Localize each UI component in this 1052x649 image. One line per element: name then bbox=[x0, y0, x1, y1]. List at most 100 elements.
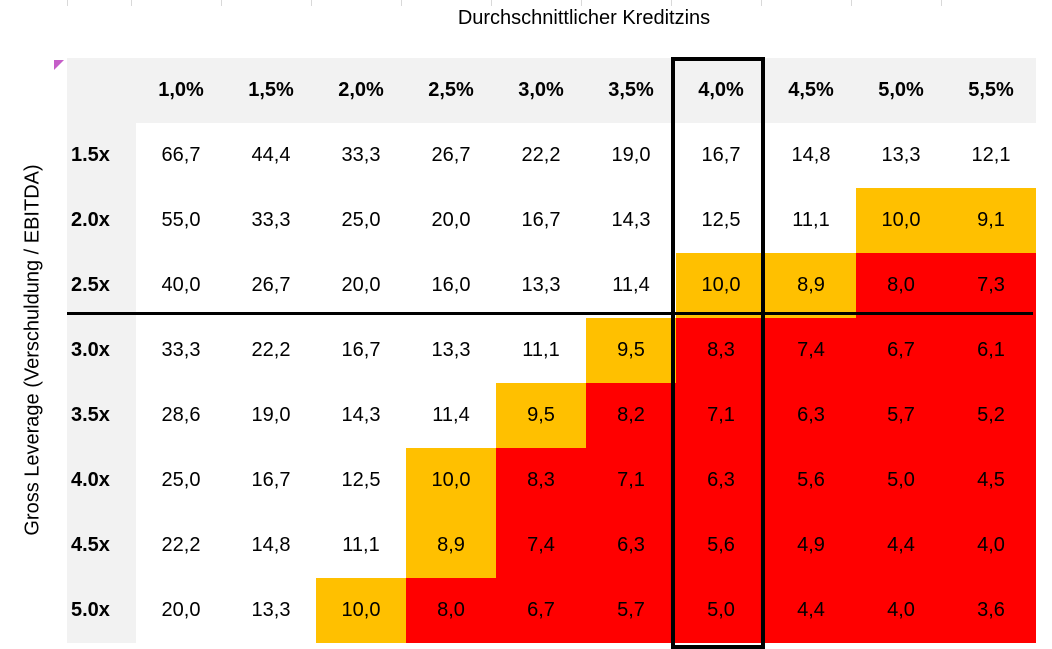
table-cell[interactable]: 28,6 bbox=[136, 383, 226, 448]
table-cell[interactable]: 7,3 bbox=[946, 253, 1036, 318]
table-cell[interactable]: 6,7 bbox=[496, 578, 586, 643]
table-cell[interactable]: 10,0 bbox=[406, 448, 496, 513]
table-cell[interactable]: 9,1 bbox=[946, 188, 1036, 253]
table-cell[interactable]: 11,4 bbox=[586, 253, 676, 318]
table-cell[interactable]: 4,0 bbox=[856, 578, 946, 643]
row-header[interactable]: 3.0x bbox=[67, 318, 136, 383]
table-cell[interactable]: 8,9 bbox=[406, 513, 496, 578]
table-cell[interactable]: 19,0 bbox=[586, 123, 676, 188]
table-cell[interactable]: 6,3 bbox=[586, 513, 676, 578]
table-cell[interactable]: 14,8 bbox=[766, 123, 856, 188]
table-cell[interactable]: 3,6 bbox=[946, 578, 1036, 643]
table-cell[interactable]: 7,1 bbox=[586, 448, 676, 513]
table-cell[interactable]: 44,4 bbox=[226, 123, 316, 188]
row-header[interactable]: 2.0x bbox=[67, 188, 136, 253]
column-header[interactable]: 4,0% bbox=[676, 58, 766, 123]
column-header[interactable]: 5,5% bbox=[946, 58, 1036, 123]
table-cell[interactable]: 26,7 bbox=[226, 253, 316, 318]
row-header[interactable]: 3.5x bbox=[67, 383, 136, 448]
table-cell[interactable]: 8,3 bbox=[676, 318, 766, 383]
table-cell[interactable]: 6,3 bbox=[766, 383, 856, 448]
table-cell[interactable]: 14,3 bbox=[316, 383, 406, 448]
table-cell[interactable]: 13,3 bbox=[496, 253, 586, 318]
table-cell[interactable]: 6,1 bbox=[946, 318, 1036, 383]
table-cell[interactable]: 6,7 bbox=[856, 318, 946, 383]
table-cell[interactable]: 33,3 bbox=[316, 123, 406, 188]
table-cell[interactable]: 5,2 bbox=[946, 383, 1036, 448]
table-cell[interactable]: 7,4 bbox=[496, 513, 586, 578]
table-cell[interactable]: 12,5 bbox=[676, 188, 766, 253]
table-cell[interactable]: 20,0 bbox=[136, 578, 226, 643]
table-cell[interactable]: 11,4 bbox=[406, 383, 496, 448]
table-cell[interactable]: 5,6 bbox=[676, 513, 766, 578]
table-cell[interactable]: 7,4 bbox=[766, 318, 856, 383]
table-cell[interactable]: 16,7 bbox=[226, 448, 316, 513]
table-cell[interactable]: 55,0 bbox=[136, 188, 226, 253]
table-cell[interactable]: 16,7 bbox=[676, 123, 766, 188]
table-cell[interactable]: 16,7 bbox=[316, 318, 406, 383]
table-cell[interactable]: 12,5 bbox=[316, 448, 406, 513]
table-cell[interactable]: 5,7 bbox=[586, 578, 676, 643]
table-cell[interactable]: 26,7 bbox=[406, 123, 496, 188]
table-cell[interactable]: 4,9 bbox=[766, 513, 856, 578]
table-cell[interactable]: 40,0 bbox=[136, 253, 226, 318]
table-cell[interactable]: 22,2 bbox=[136, 513, 226, 578]
table-cell[interactable]: 10,0 bbox=[316, 578, 406, 643]
table-cell[interactable]: 7,1 bbox=[676, 383, 766, 448]
table-cell[interactable]: 4,5 bbox=[946, 448, 1036, 513]
table-cell[interactable]: 13,3 bbox=[406, 318, 496, 383]
table-cell[interactable]: 13,3 bbox=[856, 123, 946, 188]
table-cell[interactable]: 33,3 bbox=[226, 188, 316, 253]
row-header[interactable]: 1.5x bbox=[67, 123, 136, 188]
table-cell[interactable]: 4,0 bbox=[946, 513, 1036, 578]
table-cell[interactable]: 9,5 bbox=[586, 318, 676, 383]
table-cell[interactable]: 14,3 bbox=[586, 188, 676, 253]
row-header[interactable]: 4.5x bbox=[67, 513, 136, 578]
row-header[interactable]: 5.0x bbox=[67, 578, 136, 643]
column-header[interactable]: 4,5% bbox=[766, 58, 856, 123]
column-header[interactable]: 2,0% bbox=[316, 58, 406, 123]
table-cell[interactable]: 19,0 bbox=[226, 383, 316, 448]
table-cell[interactable]: 8,3 bbox=[496, 448, 586, 513]
table-cell[interactable]: 20,0 bbox=[316, 253, 406, 318]
table-cell[interactable]: 14,8 bbox=[226, 513, 316, 578]
table-cell[interactable]: 8,2 bbox=[586, 383, 676, 448]
sheet-corner-marker bbox=[54, 60, 64, 70]
table-cell[interactable]: 8,9 bbox=[766, 253, 856, 318]
table-cell[interactable]: 22,2 bbox=[226, 318, 316, 383]
table-cell[interactable]: 8,0 bbox=[406, 578, 496, 643]
table-cell[interactable]: 11,1 bbox=[316, 513, 406, 578]
table-cell[interactable]: 5,7 bbox=[856, 383, 946, 448]
table-cell[interactable]: 11,1 bbox=[766, 188, 856, 253]
table-cell[interactable]: 66,7 bbox=[136, 123, 226, 188]
column-header[interactable]: 1,5% bbox=[226, 58, 316, 123]
column-header[interactable]: 2,5% bbox=[406, 58, 496, 123]
table-cell[interactable]: 5,6 bbox=[766, 448, 856, 513]
row-header[interactable]: 4.0x bbox=[67, 448, 136, 513]
table-cell[interactable]: 9,5 bbox=[496, 383, 586, 448]
table-cell[interactable]: 33,3 bbox=[136, 318, 226, 383]
row-header[interactable]: 2.5x bbox=[67, 253, 136, 318]
table-cell[interactable]: 5,0 bbox=[676, 578, 766, 643]
table-cell[interactable]: 5,0 bbox=[856, 448, 946, 513]
table-cell[interactable]: 10,0 bbox=[856, 188, 946, 253]
table-cell[interactable]: 11,1 bbox=[496, 318, 586, 383]
table-cell[interactable]: 4,4 bbox=[856, 513, 946, 578]
table-cell[interactable]: 16,7 bbox=[496, 188, 586, 253]
table-corner-cell bbox=[67, 58, 136, 123]
table-cell[interactable]: 20,0 bbox=[406, 188, 496, 253]
table-cell[interactable]: 13,3 bbox=[226, 578, 316, 643]
table-cell[interactable]: 4,4 bbox=[766, 578, 856, 643]
column-header[interactable]: 3,5% bbox=[586, 58, 676, 123]
column-header[interactable]: 5,0% bbox=[856, 58, 946, 123]
table-cell[interactable]: 25,0 bbox=[136, 448, 226, 513]
table-cell[interactable]: 10,0 bbox=[676, 253, 766, 318]
table-cell[interactable]: 8,0 bbox=[856, 253, 946, 318]
column-header[interactable]: 3,0% bbox=[496, 58, 586, 123]
table-cell[interactable]: 6,3 bbox=[676, 448, 766, 513]
table-cell[interactable]: 25,0 bbox=[316, 188, 406, 253]
table-cell[interactable]: 12,1 bbox=[946, 123, 1036, 188]
table-cell[interactable]: 16,0 bbox=[406, 253, 496, 318]
table-cell[interactable]: 22,2 bbox=[496, 123, 586, 188]
column-header[interactable]: 1,0% bbox=[136, 58, 226, 123]
